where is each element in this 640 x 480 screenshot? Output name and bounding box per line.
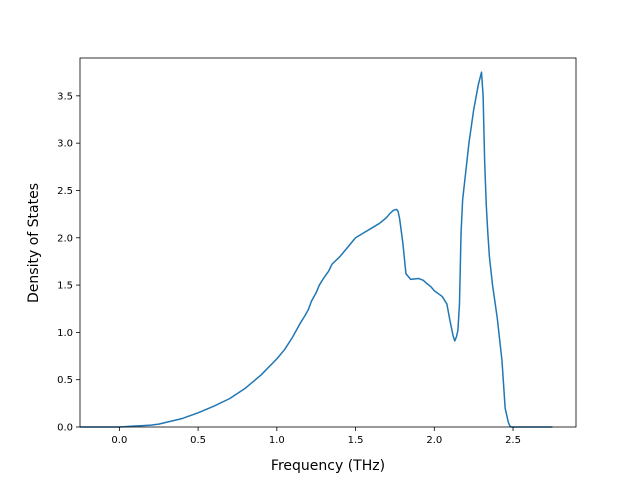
y-tick-label: 1.0 bbox=[57, 328, 73, 339]
x-tick-label: 1.5 bbox=[348, 435, 364, 446]
x-tick-label: 0.0 bbox=[111, 435, 127, 446]
plot-layer bbox=[80, 71, 553, 428]
y-tick-label: 2.0 bbox=[57, 233, 73, 244]
y-tick-label: 3.5 bbox=[57, 91, 73, 102]
y-tick-label: 0.5 bbox=[57, 375, 73, 386]
y-tick-label: 1.5 bbox=[57, 281, 73, 292]
y-tick-label: 3.0 bbox=[57, 139, 73, 150]
plot-frame bbox=[79, 57, 577, 428]
x-tick-label: 1.0 bbox=[269, 435, 285, 446]
x-tick-label: 2.5 bbox=[505, 435, 521, 446]
x-tick-label: 2.0 bbox=[426, 435, 442, 446]
y-tick-label: 0.0 bbox=[57, 423, 73, 434]
ticks-layer: 0.0 0.5 1.0 1.5 2.0 2.5 0.0 0.5 1.0 1.5 2.0 2.5 3.0 3… bbox=[57, 91, 521, 446]
x-tick-label: 0.5 bbox=[190, 435, 206, 446]
x-axis-label: Frequency (THz) bbox=[271, 458, 385, 474]
y-axis-label: Density of States bbox=[26, 183, 42, 303]
y-tick-label: 2.5 bbox=[57, 186, 73, 197]
dos-series-line-0 bbox=[80, 71, 553, 428]
